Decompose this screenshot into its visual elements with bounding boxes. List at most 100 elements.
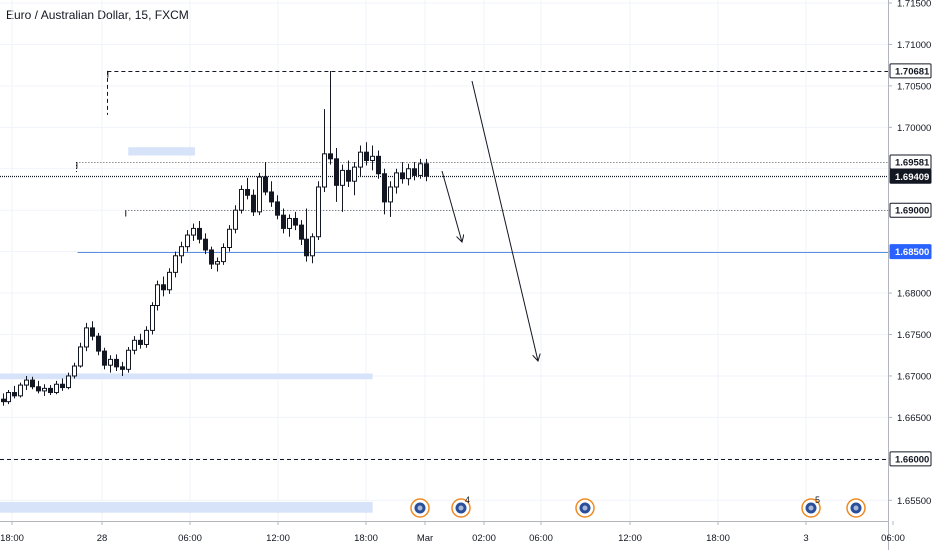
price-label-box <box>889 451 932 467</box>
candles <box>1 70 429 406</box>
candle-body <box>406 168 411 180</box>
candle-body <box>185 234 190 248</box>
flag-icon-detail <box>417 505 423 511</box>
price-label: 1.68500 <box>895 247 929 258</box>
price-label: 1.69000 <box>895 206 929 217</box>
candle-body <box>287 217 292 229</box>
candle-body <box>364 151 369 161</box>
event-badge-count: 4 <box>465 495 470 505</box>
price-zone <box>0 373 373 380</box>
candle-body <box>412 168 417 176</box>
candle-body <box>155 284 160 307</box>
time-tick-label: 3 <box>803 533 808 544</box>
projection-arrow <box>441 170 462 242</box>
candle-body <box>293 217 298 226</box>
time-tick-label: 18:00 <box>706 533 730 544</box>
candle-body <box>12 392 17 397</box>
price-label: 1.69581 <box>895 158 930 169</box>
candle-body <box>400 172 405 180</box>
candle-body <box>126 349 131 370</box>
time-tick-label: 28 <box>97 533 108 544</box>
price-tick-label: 1.67500 <box>897 330 931 341</box>
candle-body <box>370 155 375 161</box>
candle-body <box>358 151 363 168</box>
candle-body <box>90 327 95 337</box>
time-tick-label: 12:00 <box>618 533 642 544</box>
candle-body <box>394 172 399 188</box>
candle-body <box>263 176 268 193</box>
time-tick-label: 18:00 <box>0 533 24 544</box>
time-tick-label: Mar <box>417 533 433 544</box>
price-tick-label: 1.70500 <box>897 81 931 92</box>
time-tick-label: 06:00 <box>881 533 905 544</box>
candle-body <box>179 246 184 257</box>
price-label-box <box>889 202 932 218</box>
horizontal-lines <box>0 70 888 460</box>
candle-body <box>275 201 280 216</box>
candle-body <box>120 366 125 370</box>
flag-icon-detail <box>458 505 464 511</box>
price-label: 1.66000 <box>895 454 929 465</box>
price-tick-label: 1.65500 <box>897 496 931 507</box>
flag-icon-detail <box>853 505 859 511</box>
candle-body <box>310 236 315 257</box>
candle-body <box>388 186 393 203</box>
candle-body <box>209 249 214 265</box>
price-label-box <box>889 244 932 260</box>
price-label-box <box>889 168 932 184</box>
candle-body <box>299 224 304 240</box>
candle-body <box>150 305 155 331</box>
candle-body <box>227 228 232 248</box>
candle-body <box>36 386 41 392</box>
candle-body <box>102 350 107 366</box>
projection-arrows <box>441 80 538 361</box>
price-label: 1.69409 <box>895 172 929 183</box>
price-tick-label: 1.68000 <box>897 289 931 300</box>
time-tick-label: 18:00 <box>354 533 378 544</box>
candle-body <box>114 358 119 368</box>
candle-body <box>132 339 137 351</box>
chart-title: Euro / Australian Dollar, 15, FXCM <box>6 8 189 22</box>
candle-body <box>72 365 77 377</box>
candle-body <box>203 238 208 251</box>
candle-body <box>346 169 351 182</box>
event-badge-count: 5 <box>815 495 820 505</box>
price-label-box <box>889 63 932 79</box>
candle-body <box>1 398 6 403</box>
candle-body <box>340 169 345 186</box>
candle-body <box>191 227 196 236</box>
candle-body <box>6 392 11 403</box>
candle-body <box>376 155 381 175</box>
candle-body <box>269 191 274 203</box>
candle-body <box>173 255 178 273</box>
time-tick-label: 12:00 <box>266 533 290 544</box>
candle-body <box>245 188 250 196</box>
candle-body <box>66 375 71 389</box>
candle-body <box>233 209 238 230</box>
candle-body <box>215 261 220 265</box>
candle-body <box>60 383 65 389</box>
candle-body <box>281 214 286 229</box>
candle-body <box>251 194 256 213</box>
flag-icon-detail <box>582 505 588 511</box>
candle-body <box>48 387 53 394</box>
candle-body <box>144 329 149 345</box>
time-axis-bg <box>0 521 888 550</box>
price-zones <box>0 147 373 513</box>
price-tick-label: 1.67000 <box>897 371 931 382</box>
candle-body <box>257 176 262 213</box>
candle-body <box>78 346 83 367</box>
candle-body <box>30 379 35 388</box>
time-tick-label: 06:00 <box>178 533 202 544</box>
candle-body <box>24 379 29 386</box>
candle-body <box>304 238 309 257</box>
candle-body <box>84 327 89 348</box>
candle-body <box>418 163 423 176</box>
price-tick-label: 1.70000 <box>897 123 931 134</box>
candle-body <box>328 153 333 160</box>
candle-body <box>382 173 387 203</box>
candle-body <box>108 358 113 366</box>
price-zone <box>0 501 373 513</box>
